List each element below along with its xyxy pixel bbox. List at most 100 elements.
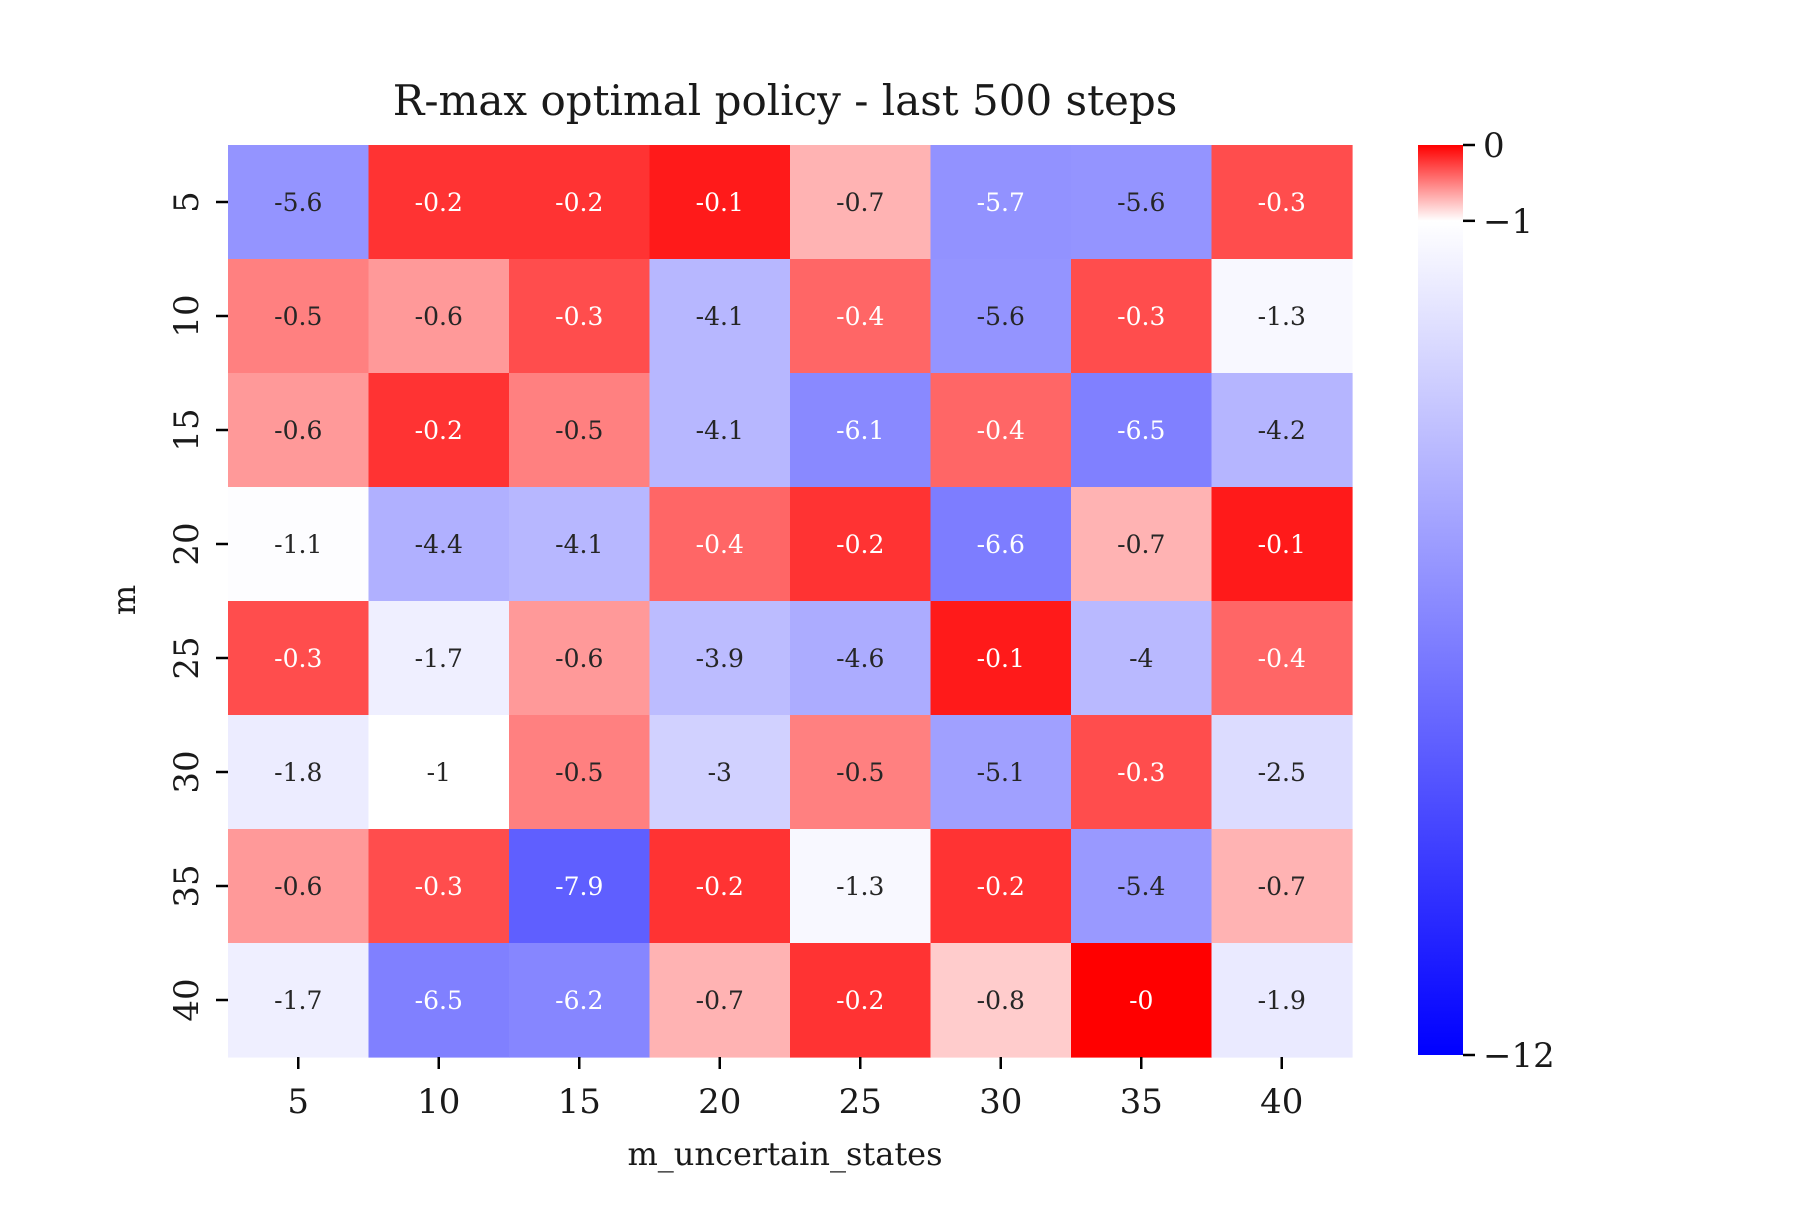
- heatmap-cell: [1071, 943, 1213, 1058]
- cell-value-label: -0.4: [696, 530, 744, 559]
- y-tick-label: 5: [167, 191, 207, 213]
- x-tick-label: 5: [287, 1082, 309, 1122]
- heatmap-cells: -5.6 -0.2 -0.2 -0.1 -0.7 -5.7 -5.6 -0.3 -0.5 -0.6…: [228, 145, 1353, 1058]
- heatmap-cell: [368, 373, 510, 488]
- heatmap-cell: [228, 829, 370, 944]
- heatmap-cell: [228, 373, 370, 488]
- heatmap-cell: [228, 259, 370, 374]
- x-tick-label: 20: [698, 1082, 741, 1122]
- heatmap-cell: [649, 943, 791, 1058]
- y-tick-label: 30: [167, 750, 207, 793]
- cell-value-label: -0.2: [415, 188, 463, 217]
- heatmap-cell: [1071, 259, 1213, 374]
- cell-value-label: -2.5: [1258, 758, 1306, 787]
- cell-value-label: -0.3: [1117, 302, 1165, 331]
- colorbar-tick-label: −12: [1483, 1036, 1555, 1076]
- x-tick-label: 15: [558, 1082, 601, 1122]
- heatmap-cell: [509, 487, 651, 602]
- heatmap-cell: [228, 601, 370, 716]
- heatmap-cell: [790, 715, 932, 830]
- cell-value-label: -4.1: [555, 530, 603, 559]
- cell-value-label: -1.3: [836, 872, 884, 901]
- y-tick-label: 10: [167, 294, 207, 337]
- heatmap-cell: [930, 829, 1072, 944]
- colorbar-gradient: [1418, 145, 1463, 1055]
- cell-value-label: -1.3: [1258, 302, 1306, 331]
- y-tick-label: 40: [167, 978, 207, 1021]
- cell-value-label: -5.1: [977, 758, 1025, 787]
- heatmap-cell: [1211, 487, 1353, 602]
- heatmap-cell: [509, 829, 651, 944]
- heatmap-cell: [1071, 601, 1213, 716]
- heatmap-cell: [228, 715, 370, 830]
- cell-value-label: -6.5: [1117, 416, 1165, 445]
- cell-value-label: -5.6: [274, 188, 322, 217]
- cell-value-label: -0.5: [274, 302, 322, 331]
- heatmap-cell: [790, 829, 932, 944]
- cell-value-label: -0.4: [977, 416, 1025, 445]
- cell-value-label: -0.2: [836, 530, 884, 559]
- cell-value-label: -4.1: [696, 302, 744, 331]
- cell-value-label: -1.7: [274, 986, 322, 1015]
- heatmap-cell: [649, 487, 791, 602]
- chart-title: R-max optimal policy - last 500 steps: [393, 76, 1178, 125]
- colorbar-tick-label: 0: [1483, 126, 1505, 166]
- heatmap-cell: [1211, 601, 1353, 716]
- heatmap-cell: [1211, 259, 1353, 374]
- heatmap-cell: [228, 145, 370, 260]
- heatmap-cell: [930, 601, 1072, 716]
- cell-value-label: -3.9: [696, 644, 744, 673]
- heatmap-cell: [1211, 715, 1353, 830]
- cell-value-label: -0.5: [555, 758, 603, 787]
- heatmap-cell: [368, 715, 510, 830]
- cell-value-label: -0.2: [555, 188, 603, 217]
- heatmap-cell: [1071, 373, 1213, 488]
- heatmap-cell: [930, 373, 1072, 488]
- cell-value-label: -0.7: [1117, 530, 1165, 559]
- heatmap-cell: [1211, 145, 1353, 260]
- heatmap-cell: [509, 259, 651, 374]
- x-tick-label: 10: [417, 1082, 460, 1122]
- cell-value-label: -0.1: [977, 644, 1025, 673]
- cell-value-label: -0.6: [274, 872, 322, 901]
- x-axis-label: m_uncertain_states: [627, 1135, 942, 1173]
- cell-value-label: -4.6: [836, 644, 884, 673]
- cell-value-label: -0.2: [696, 872, 744, 901]
- heatmap-cell: [1211, 943, 1353, 1058]
- cell-value-label: -0.7: [1258, 872, 1306, 901]
- heatmap-cell: [930, 487, 1072, 602]
- cell-value-label: -0.1: [696, 188, 744, 217]
- heatmap-cell: [1071, 487, 1213, 602]
- cell-value-label: -0.3: [1117, 758, 1165, 787]
- x-tick-label: 40: [1260, 1082, 1303, 1122]
- cell-value-label: -0: [1129, 986, 1153, 1015]
- cell-value-label: -5.6: [977, 302, 1025, 331]
- heatmap-cell: [1071, 715, 1213, 830]
- cell-value-label: -4.2: [1258, 416, 1306, 445]
- colorbar-tick-label: −1: [1483, 202, 1533, 242]
- cell-value-label: -6.2: [555, 986, 603, 1015]
- x-tick-label: 35: [1120, 1082, 1163, 1122]
- heatmap-cell: [228, 487, 370, 602]
- cell-value-label: -6.6: [977, 530, 1025, 559]
- heatmap-cell: [649, 829, 791, 944]
- heatmap-cell: [649, 601, 791, 716]
- cell-value-label: -6.5: [415, 986, 463, 1015]
- cell-value-label: -0.2: [836, 986, 884, 1015]
- cell-value-label: -5.4: [1117, 872, 1165, 901]
- heatmap-cell: [368, 259, 510, 374]
- cell-value-label: -1.1: [274, 530, 322, 559]
- heatmap-cell: [790, 487, 932, 602]
- cell-value-label: -0.2: [977, 872, 1025, 901]
- heatmap-cell: [509, 943, 651, 1058]
- cell-value-label: -3: [708, 758, 732, 787]
- heatmap-cell: [649, 259, 791, 374]
- x-tick-label: 25: [839, 1082, 882, 1122]
- cell-value-label: -0.4: [836, 302, 884, 331]
- cell-value-label: -4: [1129, 644, 1153, 673]
- cell-value-label: -0.3: [1258, 188, 1306, 217]
- heatmap-cell: [930, 943, 1072, 1058]
- cell-value-label: -0.6: [555, 644, 603, 673]
- y-tick-label: 15: [167, 408, 207, 451]
